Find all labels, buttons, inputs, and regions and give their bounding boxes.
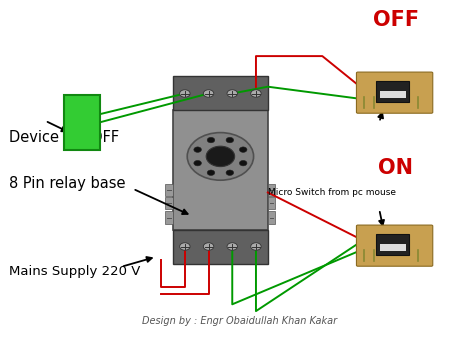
Circle shape (203, 243, 214, 250)
Bar (216, 155, 225, 163)
Bar (376, 234, 409, 255)
Circle shape (206, 146, 235, 167)
FancyBboxPatch shape (356, 72, 433, 113)
Bar (173, 110, 268, 230)
Circle shape (203, 90, 214, 97)
FancyBboxPatch shape (356, 225, 433, 266)
Bar (380, 243, 406, 251)
Text: ON: ON (378, 158, 413, 178)
Text: 8 Pin relay base: 8 Pin relay base (9, 176, 126, 191)
Circle shape (207, 170, 215, 175)
Bar (268, 184, 275, 197)
Circle shape (187, 133, 254, 180)
Circle shape (251, 243, 261, 250)
Circle shape (180, 243, 190, 250)
Bar (173, 76, 268, 110)
Circle shape (239, 160, 247, 166)
Bar (173, 230, 268, 264)
Text: Micro Switch from pc mouse: Micro Switch from pc mouse (268, 188, 396, 197)
Bar (268, 211, 275, 224)
Bar (165, 184, 173, 197)
Circle shape (194, 147, 201, 152)
Circle shape (180, 90, 190, 97)
Circle shape (227, 243, 237, 250)
Circle shape (194, 160, 201, 166)
Circle shape (226, 170, 234, 175)
Bar (165, 211, 173, 224)
Bar (268, 197, 275, 209)
Circle shape (227, 90, 237, 97)
Circle shape (239, 147, 247, 152)
Circle shape (207, 137, 215, 143)
Bar (380, 90, 406, 98)
Text: Mains Supply 220 V: Mains Supply 220 V (9, 266, 141, 278)
Text: Device ON/OFF: Device ON/OFF (9, 130, 119, 145)
Text: Design by : Engr Obaidullah Khan Kakar: Design by : Engr Obaidullah Khan Kakar (142, 317, 337, 326)
Bar (165, 197, 173, 209)
Text: OFF: OFF (373, 10, 419, 30)
Circle shape (226, 137, 234, 143)
Bar (376, 81, 409, 102)
Circle shape (251, 90, 261, 97)
Bar (64, 95, 100, 150)
